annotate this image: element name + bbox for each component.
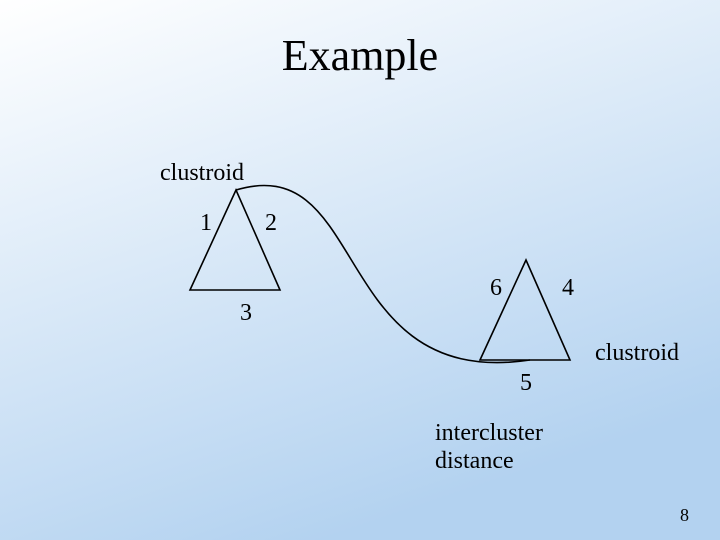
label-clustroid-left: clustroid [160,160,244,187]
label-clustroid-right: clustroid [595,340,679,367]
slide: Example clustroid 1 2 3 6 4 5 clustroid … [0,0,720,540]
label-vertex-1: 1 [200,210,212,237]
label-intercluster-line1: intercluster [435,420,543,447]
label-vertex-2: 2 [265,210,277,237]
page-number: 8 [680,505,689,526]
label-vertex-6: 6 [490,275,502,302]
label-vertex-3: 3 [240,300,252,327]
background-and-shapes [0,0,720,540]
label-intercluster-line2: distance [435,448,514,475]
background [0,0,720,540]
slide-title: Example [0,30,720,81]
label-vertex-4: 4 [562,275,574,302]
label-vertex-5: 5 [520,370,532,397]
